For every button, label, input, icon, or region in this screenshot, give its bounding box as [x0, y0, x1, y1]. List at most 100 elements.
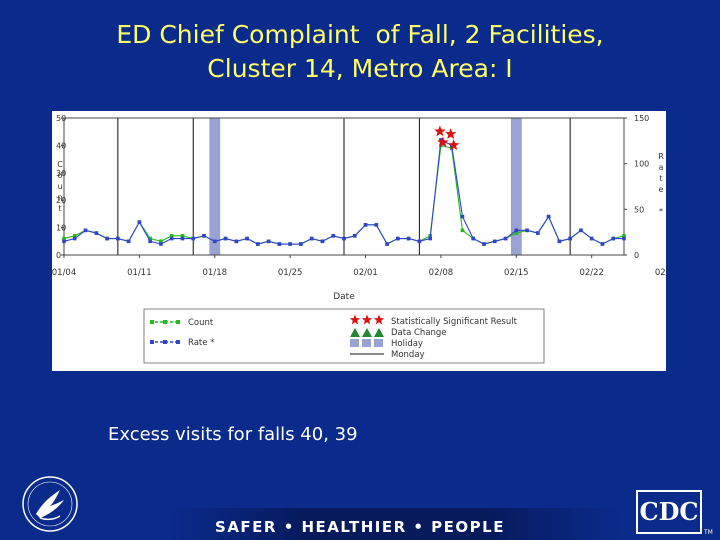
- series-point-1: [299, 242, 303, 246]
- series-point-1: [288, 242, 292, 246]
- series-point-1: [320, 239, 325, 244]
- series-point-1: [212, 239, 217, 244]
- series-point-1: [385, 242, 389, 246]
- series-point-1: [331, 234, 336, 238]
- y-right-tick-label: 0: [634, 251, 639, 260]
- signal-star: [434, 125, 446, 137]
- hhs-eagle-logo-icon: [22, 476, 78, 532]
- series-point-0: [180, 234, 185, 238]
- legend-box: [143, 308, 545, 364]
- series-point-1: [600, 242, 605, 246]
- series-point-1: [536, 231, 540, 235]
- series-point-1: [352, 234, 357, 238]
- series-point-1: [471, 236, 476, 241]
- series-point-1: [126, 239, 131, 244]
- monday-lines: [117, 118, 571, 255]
- x-tick-label: 01/04: [52, 268, 76, 278]
- series-point-1: [62, 239, 66, 244]
- title-line-2: Cluster 14, Metro Area: I: [207, 54, 513, 83]
- cdc-trademark: TM: [704, 529, 713, 536]
- series-point-1: [514, 228, 519, 233]
- series-point-1: [374, 223, 379, 227]
- legend-rate-key: [150, 340, 180, 344]
- series-point-1: [256, 242, 260, 246]
- y-left-tick-label: 50: [56, 114, 66, 123]
- tagline: SAFER • HEALTHIER • PEOPLE: [215, 518, 505, 536]
- series-point-0: [72, 234, 77, 238]
- legend-holiday-label: Holiday: [391, 339, 423, 349]
- series-point-1: [589, 236, 594, 241]
- legend-monday-label: Monday: [391, 350, 425, 360]
- series-point-1: [148, 239, 152, 244]
- series-point-1: [277, 242, 282, 246]
- legend-star: [361, 314, 373, 325]
- series-point-0: [514, 231, 519, 235]
- series-point-1: [428, 236, 432, 241]
- series-point-1: [116, 236, 120, 241]
- series-point-1: [223, 236, 228, 241]
- legend: Count Rate * Statistically Significant R…: [143, 308, 545, 364]
- legend-signal-label: Statistically Significant Result: [391, 317, 518, 327]
- series-point-1: [568, 236, 572, 241]
- legend-count-label: Count: [188, 318, 214, 328]
- series-point-1: [439, 138, 443, 142]
- series-point-1: [202, 234, 206, 238]
- footer-band: [170, 508, 620, 540]
- holiday-band: [209, 118, 221, 255]
- x-tick-label: 01/18: [203, 268, 228, 278]
- plot-frame: [63, 117, 625, 256]
- series-point-1: [525, 228, 529, 233]
- x-tick-label: 02/08: [429, 268, 454, 278]
- series-point-0: [159, 239, 163, 244]
- series-point-1: [342, 236, 346, 241]
- series-point-1: [460, 214, 465, 219]
- legend-signal-key: [349, 314, 385, 325]
- series-point-1: [557, 239, 562, 244]
- series-point-1: [83, 228, 88, 233]
- legend-count-key: [150, 320, 180, 324]
- series-point-1: [482, 242, 486, 246]
- series-point-1: [191, 236, 196, 241]
- x-tick-label: 01/11: [127, 268, 152, 278]
- series-point-1: [94, 231, 99, 235]
- series-point-1: [169, 236, 174, 241]
- title-line-1: ED Chief Complaint of Fall, 2 Facilities…: [116, 20, 604, 49]
- legend-star: [349, 314, 361, 325]
- holiday-band: [510, 118, 522, 255]
- cdc-logo: CDC: [636, 490, 702, 534]
- signal-markers: [434, 125, 460, 150]
- series-point-1: [159, 242, 163, 246]
- series-point-1: [245, 236, 249, 241]
- y-left-tick-label: 40: [56, 141, 66, 150]
- fall-complaint-chart: 0 10 20 30 40 50 0 50 100 150 01/04 01/11 01/18 01/25…: [52, 114, 666, 364]
- x-tick-label: 02/29: [655, 268, 666, 278]
- signal-star: [445, 128, 457, 139]
- series-point-0: [460, 228, 465, 233]
- holiday-bands: [209, 118, 522, 255]
- series-point-1: [180, 236, 185, 241]
- series-point-1: [492, 239, 497, 244]
- series-point-1: [546, 214, 551, 219]
- series-point-1: [503, 236, 508, 241]
- chart-panel: 0 10 20 30 40 50 0 50 100 150 01/04 01/11 01/18 01/25…: [52, 111, 666, 371]
- series-point-1: [417, 239, 422, 244]
- y-left-tick-label: 30: [56, 169, 66, 178]
- caption: Excess visits for falls 40, 39: [108, 424, 358, 445]
- x-axis-label: Date: [333, 292, 355, 302]
- series-point-1: [622, 236, 626, 241]
- series-point-1: [234, 239, 239, 244]
- series: [62, 138, 626, 246]
- y-left-tick-label: 0: [56, 251, 61, 260]
- signal-star: [437, 136, 449, 148]
- signal-star: [448, 139, 460, 150]
- series-point-1: [396, 236, 400, 241]
- x-tick-label: 01/25: [278, 268, 303, 278]
- legend-datachange-label: Data Change: [391, 328, 447, 338]
- legend-holiday-key: [350, 339, 383, 347]
- legend-rate-label: Rate *: [188, 338, 214, 348]
- y-right-tick-label: 50: [634, 205, 644, 214]
- x-tick-label: 02/22: [579, 268, 604, 278]
- series-point-0: [169, 234, 174, 238]
